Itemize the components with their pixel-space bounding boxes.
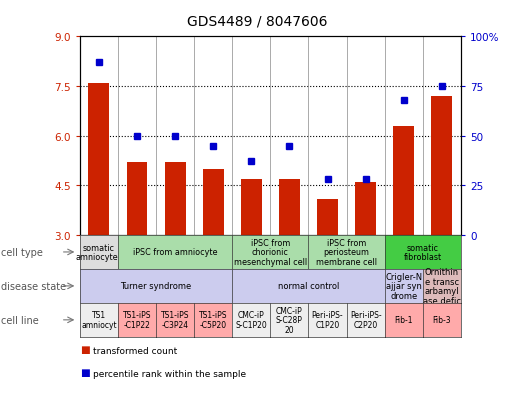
Text: cell line: cell line [1, 315, 39, 325]
Bar [165, 163, 185, 235]
Text: Peri-iPS-
C1P20: Peri-iPS- C1P20 [312, 311, 344, 330]
Text: GDS4489 / 8047606: GDS4489 / 8047606 [187, 14, 328, 28]
Text: percentile rank within the sample: percentile rank within the sample [93, 369, 246, 378]
Text: transformed count: transformed count [93, 346, 177, 355]
Text: disease state: disease state [1, 281, 66, 291]
Text: CMC-iP
S-C1P20: CMC-iP S-C1P20 [235, 311, 267, 330]
Text: Fib-1: Fib-1 [394, 316, 413, 325]
Bar [355, 183, 376, 235]
Bar [127, 163, 147, 235]
Text: somatic
fibroblast: somatic fibroblast [404, 243, 442, 262]
Text: TS1
amniocyt: TS1 amniocyt [81, 311, 117, 330]
Bar [241, 179, 262, 235]
Bar [203, 169, 224, 235]
Bar [393, 126, 414, 235]
Text: Turner syndrome: Turner syndrome [121, 282, 192, 291]
Text: Crigler-N
ajjar syn
drome: Crigler-N ajjar syn drome [385, 272, 422, 300]
Text: ■: ■ [80, 344, 90, 354]
Text: somatic
amniocytes: somatic amniocytes [76, 243, 122, 262]
Bar [89, 83, 109, 235]
Text: TS1-iPS
-C5P20: TS1-iPS -C5P20 [199, 311, 228, 330]
Bar [317, 199, 338, 235]
Bar [432, 97, 452, 235]
Text: cell type: cell type [1, 247, 43, 257]
Text: TS1-iPS
-C1P22: TS1-iPS -C1P22 [123, 311, 151, 330]
Text: CMC-iP
S-C28P
20: CMC-iP S-C28P 20 [276, 306, 303, 334]
Text: Peri-iPS-
C2P20: Peri-iPS- C2P20 [350, 311, 382, 330]
Text: iPSC from
chorionic
mesenchymal cell: iPSC from chorionic mesenchymal cell [234, 238, 307, 266]
Text: ■: ■ [80, 367, 90, 377]
Text: Fib-3: Fib-3 [433, 316, 451, 325]
Text: iPSC from
periosteum
membrane cell: iPSC from periosteum membrane cell [316, 238, 377, 266]
Text: Ornithin
e transc
arbamyl
ase defic: Ornithin e transc arbamyl ase defic [423, 267, 461, 305]
Text: normal control: normal control [278, 282, 339, 291]
Text: TS1-iPS
-C3P24: TS1-iPS -C3P24 [161, 311, 190, 330]
Text: iPSC from amniocyte: iPSC from amniocyte [133, 248, 217, 257]
Bar [279, 179, 300, 235]
